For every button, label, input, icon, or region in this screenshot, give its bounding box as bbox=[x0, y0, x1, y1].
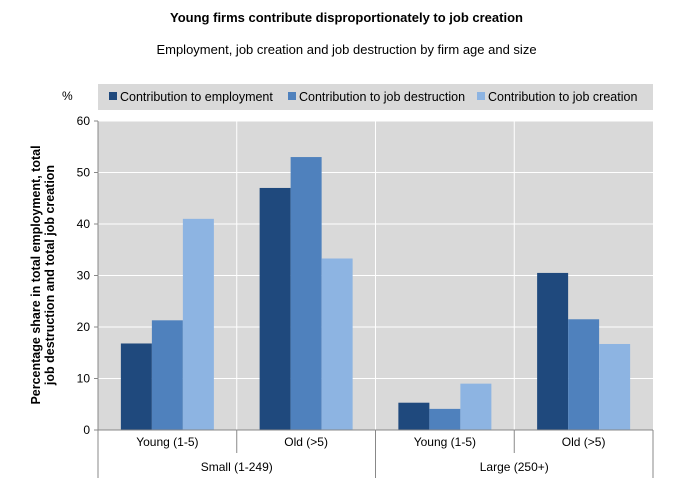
bar-1-3 bbox=[398, 402, 430, 430]
y-tick-label: 20 bbox=[77, 320, 91, 334]
bar-2-2 bbox=[290, 157, 322, 431]
x-tick-label: Young (1-5) bbox=[136, 435, 198, 449]
y-tick-label: 40 bbox=[77, 217, 91, 231]
bar-2-3 bbox=[429, 408, 461, 430]
x-tick-label: Young (1-5) bbox=[414, 435, 476, 449]
legend-label: Contribution to job destruction bbox=[299, 90, 465, 104]
y-tick-label: 0 bbox=[83, 423, 90, 437]
chart-title: Young firms contribute disproportionatel… bbox=[170, 10, 523, 25]
y-tick-label: 30 bbox=[77, 269, 91, 283]
bar-1-1 bbox=[120, 343, 152, 430]
group-label: Small (1-249) bbox=[201, 460, 273, 474]
unit-label: % bbox=[62, 89, 73, 103]
y-tick-label: 50 bbox=[77, 166, 91, 180]
x-tick-label: Old (>5) bbox=[562, 435, 606, 449]
bar-3-3 bbox=[460, 383, 492, 430]
y-tick-label: 10 bbox=[77, 372, 91, 386]
legend-swatch bbox=[288, 92, 296, 100]
group-label: Large (250+) bbox=[480, 460, 549, 474]
legend-label: Contribution to job creation bbox=[488, 90, 637, 104]
y-axis-label: Percentage share in total employment, to… bbox=[29, 145, 57, 404]
bar-3-2 bbox=[321, 258, 353, 430]
bar-2-4 bbox=[568, 319, 600, 430]
chart-subtitle: Employment, job creation and job destruc… bbox=[156, 42, 537, 57]
legend-swatch bbox=[477, 92, 485, 100]
y-tick-label: 60 bbox=[77, 114, 91, 128]
legend-swatch bbox=[109, 92, 117, 100]
x-tick-label: Old (>5) bbox=[284, 435, 328, 449]
x-axis: Young (1-5) Old (>5) Young (1-5) Old (>5) Sm… bbox=[97, 430, 654, 478]
legend-box bbox=[98, 84, 653, 110]
bar-1-4 bbox=[537, 272, 569, 430]
bars bbox=[120, 157, 631, 431]
legend: Contribution to employment Contribution t… bbox=[109, 90, 637, 104]
bar-2-1 bbox=[151, 320, 183, 430]
bar-3-1 bbox=[182, 218, 214, 430]
bar-3-4 bbox=[599, 343, 631, 430]
bar-1-2 bbox=[259, 187, 291, 430]
legend-label: Contribution to employment bbox=[120, 90, 273, 104]
